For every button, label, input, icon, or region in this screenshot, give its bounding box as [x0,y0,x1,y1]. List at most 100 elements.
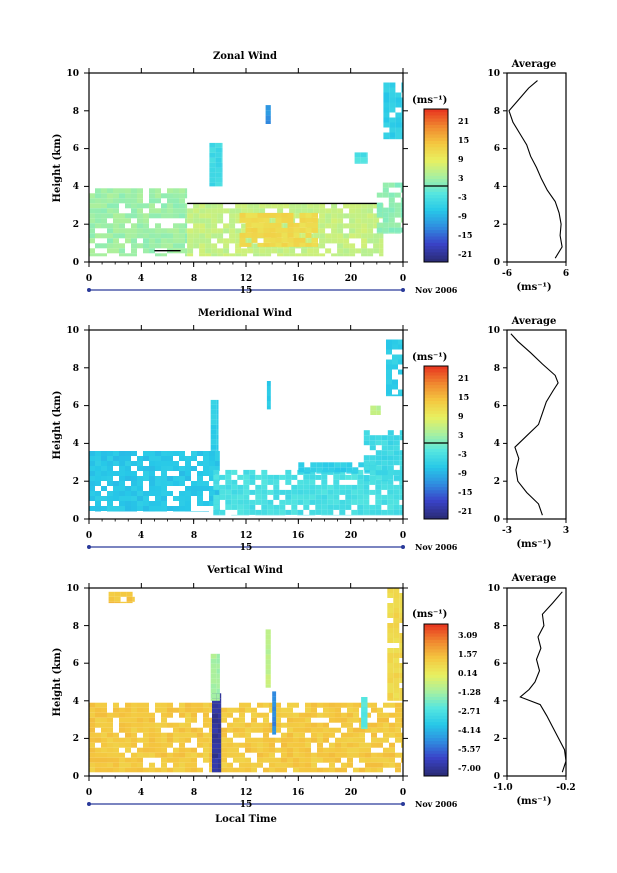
heatmap-cell [205,203,212,209]
heatmap-cell [387,474,394,480]
heatmap-cell [399,613,403,618]
y-tick: 0 [73,258,79,268]
heatmap-cell [299,212,306,218]
heatmap-cell [275,722,281,728]
heatmap-cell [383,722,389,728]
heatmap-cell [235,238,242,244]
date-bar-start [87,288,91,292]
heatmap-cell [401,87,403,93]
colorbar-swatch [424,153,448,158]
heatmap-cell [291,474,298,480]
colorbar-unit: (ms⁻¹) [412,609,447,620]
heatmap-cell [299,732,305,738]
heatmap-cell [257,222,264,228]
heatmap-cell [387,450,394,456]
heatmap-cell [221,737,227,743]
heatmap-cell [143,506,149,511]
heatmap-cell [299,752,305,758]
heatmap-cell [341,732,347,738]
heatmap-cell [400,212,403,218]
heatmap-cell [293,762,299,768]
heatmap-cell [149,461,155,466]
heatmap-cell [215,456,220,461]
heatmap-cell [367,712,368,717]
heatmap-region [89,702,403,773]
heatmap-cell [267,509,274,515]
heatmap-cell [161,213,167,219]
heatmap-cell [299,217,306,223]
heatmap-cell [287,702,293,708]
heatmap-cell [360,157,367,163]
heatmap-cell [101,223,107,229]
heatmap-cell [167,238,173,244]
heatmap-cell [212,758,218,764]
heatmap-cell [379,253,384,257]
heatmap-cell [107,476,113,481]
heatmap-cell [205,248,212,254]
heatmap-cell [209,486,215,491]
heatmap-cell [401,102,403,108]
colorbar-swatch [424,112,448,116]
heatmap-cell [216,698,220,701]
heatmap-cell [119,511,125,512]
heatmap-cell [167,712,173,718]
colorbar-label: -3 [458,192,467,202]
heatmap-cell [271,203,278,209]
heatmap-cell [373,213,380,219]
heatmap-cell [191,727,197,733]
heatmap-cell [185,501,191,506]
colorbar-swatch [424,429,448,434]
heatmap-cell [400,207,403,213]
date-bar-start [87,545,91,549]
heatmap-region [89,188,188,257]
heatmap-cell [269,737,275,743]
x-tick: 8 [191,531,197,541]
heatmap-cell [227,752,233,758]
heatmap-cell [361,712,368,717]
heatmap-cell [241,208,248,214]
heatmap-cell [125,238,131,244]
heatmap-cell [89,203,95,209]
heatmap-cell [395,717,401,723]
y-tick: 4 [73,182,79,192]
colorbar-swatch [424,436,448,440]
heatmap-cell [366,157,368,163]
heatmap-cell [219,474,226,480]
heatmap-cell [319,238,326,244]
heatmap-cell [367,228,374,234]
heatmap-cell [95,712,101,718]
heatmap-cell [225,504,232,510]
heatmap-cell [341,762,347,768]
heatmap-cell [185,456,191,461]
heatmap-region [387,588,403,701]
heatmap-cell [398,359,403,365]
heatmap-cell [179,491,185,496]
heatmap-cell [161,486,167,491]
heatmap-cell [161,208,167,214]
heatmap-cell [323,737,329,743]
heatmap-cell [217,208,224,214]
heatmap-cell [383,102,390,108]
heatmap-cell [379,238,384,244]
colorbar-label: -9 [458,211,467,221]
heatmap-cell [322,462,329,468]
heatmap-cell [89,752,95,758]
heatmap-cell [393,598,400,603]
heatmap-cell [235,203,242,209]
heatmap-cell [137,233,143,239]
heatmap-cell [319,223,326,229]
heatmap-cell [161,491,167,496]
heatmap-cell [161,476,167,481]
heatmap-cell [305,242,312,247]
heatmap-cell [107,213,113,219]
heatmap-cell [285,489,292,495]
heatmap-cell [400,217,403,223]
heatmap-cell [241,248,248,254]
heatmap-cell [375,465,382,471]
heatmap-cell [239,722,245,728]
heatmap-cell [179,193,185,199]
heatmap-cell [395,102,402,108]
heatmap-cell [313,203,320,209]
heatmap-cell [347,762,353,768]
heatmap-cell [365,742,371,748]
